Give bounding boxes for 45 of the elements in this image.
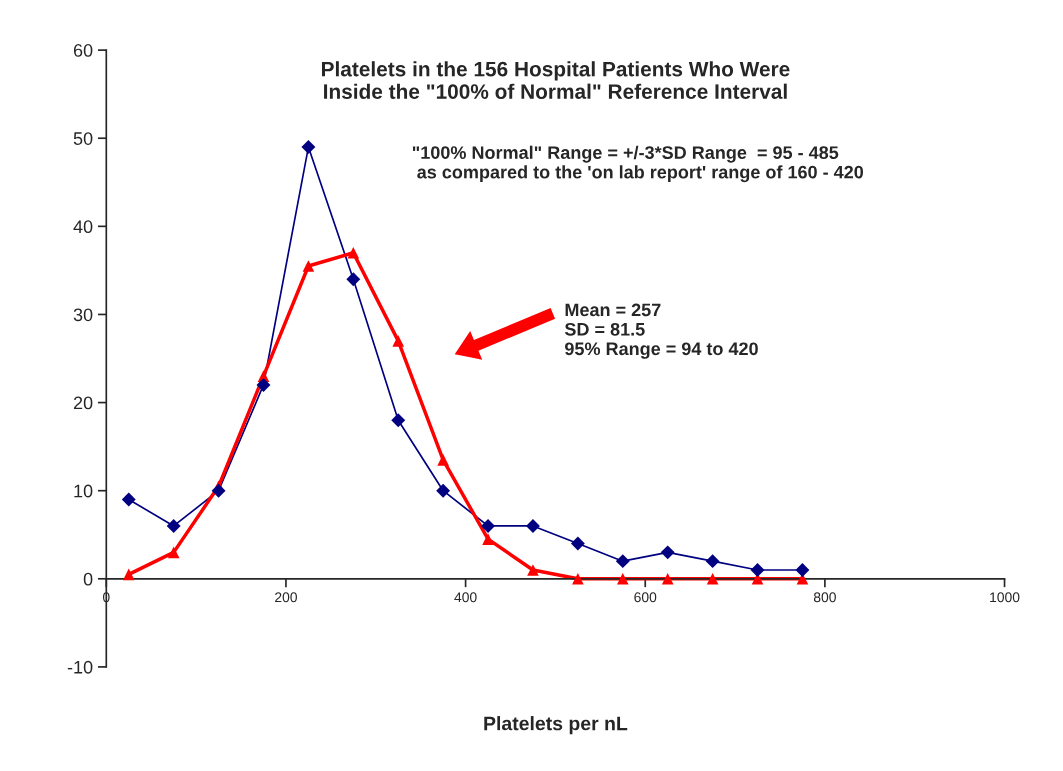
point: [437, 454, 449, 466]
x-axis-title: Platelets per nL: [484, 716, 628, 735]
point: [526, 518, 540, 533]
point: [301, 140, 316, 154]
y-tick-label: 30: [73, 308, 93, 322]
point: [750, 563, 765, 577]
point: [615, 554, 630, 569]
x-tick-label: 1000: [990, 592, 1020, 603]
point: [167, 546, 180, 559]
y-tick-label: 10: [74, 484, 93, 498]
point: [706, 572, 719, 585]
y-tick-label: 20: [73, 396, 93, 410]
x-tick-label: 200: [275, 592, 297, 603]
point: [527, 564, 539, 576]
text: Platelets in the 156 Hospital Patients Who Were Inside the "100% of Normal" Reference Interval: [322, 61, 790, 99]
y-tick-label: 50: [73, 132, 93, 145]
point: [481, 518, 495, 533]
point: [121, 492, 136, 507]
y-tick-label: 40: [73, 220, 93, 234]
point: [482, 533, 494, 545]
y-tick-label: 0: [83, 572, 93, 586]
point: [570, 536, 585, 551]
point: [795, 563, 810, 577]
point: [211, 483, 226, 498]
point: [347, 246, 360, 259]
point: [392, 335, 405, 347]
point: [661, 572, 674, 585]
point: [346, 272, 361, 287]
x-tick-label: 800: [813, 592, 836, 603]
point: [705, 554, 720, 569]
point: [660, 545, 675, 560]
point: [122, 568, 135, 581]
x-tick-label: 400: [454, 592, 477, 603]
point: [436, 483, 451, 498]
point: [391, 413, 406, 428]
annotation: Mean = 257 SD = 81.5 95% Range = 94 to 420: [564, 303, 758, 359]
y-tick-label: -10: [67, 660, 93, 674]
point: [166, 518, 181, 533]
annotation: "100% Normal" Range = +/-3*SD Range = 95 - 485 as compared to the 'on lab report' range of 160 - 420: [412, 145, 864, 183]
point: [616, 572, 629, 585]
point: [302, 260, 315, 272]
y-tick-label: 60: [73, 44, 93, 57]
point: [256, 378, 271, 392]
x-tick-label: 600: [634, 592, 657, 603]
point: [572, 572, 584, 585]
